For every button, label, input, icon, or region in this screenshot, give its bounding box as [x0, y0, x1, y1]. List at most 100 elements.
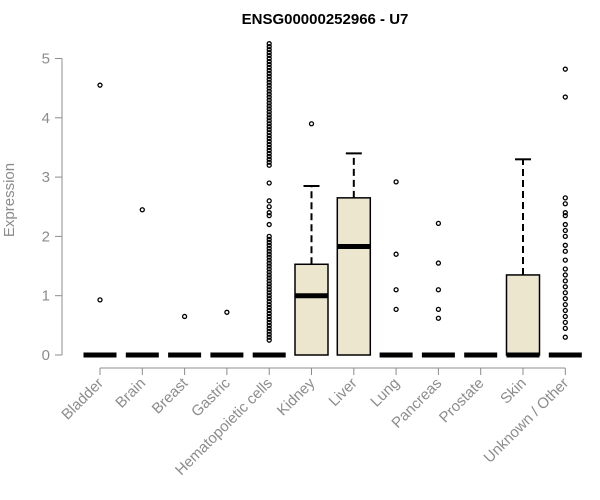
outlier-point	[266, 263, 272, 269]
outlier-point	[266, 212, 272, 219]
outlier-point	[562, 195, 568, 201]
outlier-point	[266, 73, 272, 79]
outlier-point	[266, 138, 272, 145]
outlier-point	[266, 88, 272, 94]
outlier-point	[266, 301, 272, 308]
x-tick-label: Kidney	[274, 374, 319, 419]
outlier-point	[266, 287, 272, 293]
outlier-point	[562, 301, 568, 308]
outlier-point	[266, 43, 272, 50]
outlier-point	[393, 179, 399, 185]
outlier-point	[266, 82, 272, 88]
outlier-point	[266, 85, 272, 91]
outlier-point	[266, 266, 272, 272]
outlier-point	[266, 58, 272, 65]
outlier-point	[266, 296, 272, 302]
outlier-point	[266, 70, 272, 76]
outlier-point	[562, 66, 568, 72]
outlier-point	[562, 201, 568, 207]
x-tick-label: Bladder	[58, 375, 107, 424]
outlier-point	[435, 306, 442, 312]
outlier-point	[562, 334, 568, 340]
outlier-point	[435, 260, 442, 266]
outlier-point	[266, 328, 272, 334]
outlier-point	[435, 220, 442, 227]
outlier-point	[562, 94, 568, 100]
outlier-point	[266, 150, 272, 157]
outlier-point	[562, 266, 568, 272]
outlier-point	[266, 67, 272, 74]
outlier-point	[266, 204, 272, 210]
outlier-point	[266, 141, 272, 148]
outlier-point	[266, 248, 272, 254]
outlier-point	[266, 129, 272, 136]
outlier-point	[266, 91, 272, 97]
outlier-point	[266, 260, 272, 266]
outlier-point	[393, 251, 399, 257]
outlier-point	[266, 41, 272, 47]
outlier-point	[266, 115, 272, 121]
outlier-point	[266, 269, 272, 275]
outlier-point	[562, 233, 568, 240]
outlier-point	[139, 207, 145, 213]
chart-title: ENSG00000252966 - U7	[242, 11, 409, 28]
outlier-point	[266, 112, 272, 118]
y-tick-label: 4	[42, 110, 50, 127]
outlier-point	[266, 109, 272, 115]
outlier-point	[266, 49, 272, 56]
y-axis-label: Expression	[1, 163, 18, 237]
outlier-point	[266, 281, 272, 287]
y-tick-label: 3	[42, 169, 50, 186]
outlier-point	[266, 245, 272, 251]
outlier-point	[266, 304, 272, 311]
outlier-point	[266, 94, 272, 100]
outlier-point	[266, 159, 272, 165]
y-tick-label: 1	[42, 288, 50, 305]
outlier-point	[266, 313, 272, 320]
outlier-point	[266, 290, 272, 296]
outlier-point	[266, 310, 272, 317]
outlier-point	[562, 248, 568, 254]
outlier-point	[562, 325, 568, 331]
outlier-point	[266, 147, 272, 154]
outlier-point	[181, 313, 188, 320]
outlier-point	[266, 272, 272, 278]
outlier-point	[435, 287, 442, 293]
y-tick-label: 5	[42, 51, 50, 68]
outlier-point	[266, 144, 272, 151]
outlier-point	[562, 221, 568, 228]
outlier-point	[266, 334, 272, 340]
outlier-point	[266, 257, 272, 263]
outlier-point	[97, 82, 103, 88]
outlier-point	[266, 254, 272, 260]
outlier-point	[562, 227, 568, 234]
outlier-point	[266, 278, 272, 284]
x-tick-label: Liver	[326, 375, 361, 410]
outlier-point	[266, 61, 272, 68]
outlier-point	[266, 198, 272, 204]
x-tick-label: Breast	[149, 374, 192, 417]
outlier-point	[224, 309, 230, 315]
outlier-point	[266, 106, 272, 112]
outlier-point	[97, 297, 103, 303]
outlier-point	[435, 315, 442, 321]
outlier-point	[266, 319, 272, 326]
x-tick-label: Skin	[497, 375, 530, 408]
outlier-point	[266, 153, 272, 159]
outlier-point	[266, 55, 272, 62]
outlier-point	[266, 156, 272, 162]
box-iqr	[505, 274, 541, 356]
outlier-point	[562, 278, 568, 284]
outlier-point	[266, 210, 272, 216]
y-tick-label: 2	[42, 228, 50, 245]
outlier-point	[266, 298, 272, 305]
outlier-point	[266, 236, 272, 243]
outlier-point	[266, 331, 272, 337]
outlier-point	[266, 325, 272, 331]
outlier-point	[266, 76, 272, 82]
outlier-point	[562, 313, 568, 320]
box-iqr	[294, 263, 329, 356]
outlier-point	[266, 251, 272, 257]
y-tick-label: 0	[42, 347, 50, 364]
